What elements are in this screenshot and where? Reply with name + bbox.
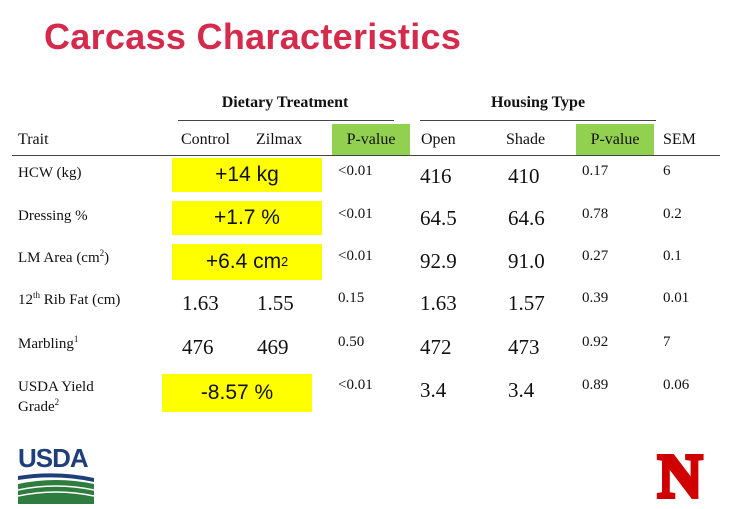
row-rib-fat-trait-text: Rib Fat (cm) bbox=[40, 292, 121, 308]
row-yield-grade-shade: 3.4 bbox=[508, 378, 535, 402]
group-header-housing: Housing Type bbox=[490, 94, 586, 111]
row-rib-fat-shade: 1.57 bbox=[508, 291, 545, 315]
row-marbling-control: 476 bbox=[182, 335, 214, 359]
slide-title: Carcass Characteristics bbox=[44, 16, 462, 57]
group-header-dietary: Dietary Treatment bbox=[221, 94, 349, 111]
column-header-open: Open bbox=[421, 131, 456, 148]
row-rib-fat-open: 1.63 bbox=[420, 291, 457, 315]
nebraska-n-outline: N bbox=[658, 448, 703, 502]
row-hcw-housing-pvalue: 0.17 bbox=[582, 163, 609, 179]
row-lm-area-housing-pvalue: 0.27 bbox=[582, 248, 609, 264]
row-yield-grade-trait-line2: Grade bbox=[18, 399, 55, 415]
row-lm-area-open: 92.9 bbox=[420, 249, 457, 273]
row-yield-grade-housing-pvalue: 0.89 bbox=[582, 377, 609, 393]
group-underline-housing bbox=[420, 120, 656, 121]
row-marbling-diet-pvalue: 0.50 bbox=[338, 334, 365, 350]
row-hcw-sem: 6 bbox=[663, 163, 671, 179]
row-rib-fat-zilmax: 1.55 bbox=[257, 291, 294, 315]
row-dressing-trait: Dressing % bbox=[18, 208, 88, 224]
column-header-sem: SEM bbox=[663, 131, 696, 148]
row-dressing-sem: 0.2 bbox=[663, 206, 682, 222]
usda-logo: USDA bbox=[17, 443, 95, 504]
row-lm-area-trait-close: ) bbox=[104, 250, 110, 266]
row-lm-area-sem: 0.1 bbox=[663, 248, 682, 264]
row-lm-area-diet-difference-text: +6.4 cm bbox=[205, 250, 282, 273]
usda-logo-fields-icon bbox=[17, 473, 95, 504]
row-lm-area-trait-sup: 2 bbox=[99, 248, 105, 258]
column-header-trait: Trait bbox=[18, 131, 49, 148]
row-dressing-open: 64.5 bbox=[420, 206, 457, 230]
row-dressing-housing-pvalue: 0.78 bbox=[582, 206, 609, 222]
row-yield-grade-open: 3.4 bbox=[420, 378, 447, 402]
row-lm-area-trait-text: LM Area (cm bbox=[18, 250, 100, 266]
nebraska-n-letter: N bbox=[658, 448, 703, 502]
row-hcw-diet-difference: +14 kg bbox=[172, 158, 322, 192]
header-divider bbox=[12, 155, 720, 156]
row-marbling-sem: 7 bbox=[663, 334, 671, 350]
row-dressing-diet-difference-text: +1.7 % bbox=[214, 206, 280, 229]
nebraska-n-logo: N N bbox=[656, 448, 705, 502]
row-lm-area-trait: LM Area (cm2) bbox=[18, 248, 109, 268]
row-rib-fat-trait: 12th Rib Fat (cm) bbox=[18, 290, 120, 310]
row-dressing-diet-difference: +1.7 % bbox=[172, 201, 322, 235]
row-yield-grade-trait-sup: 2 bbox=[54, 397, 60, 407]
row-lm-area-diet-pvalue: <0.01 bbox=[338, 248, 373, 264]
column-header-zilmax: Zilmax bbox=[256, 131, 303, 148]
row-yield-grade-diet-pvalue: <0.01 bbox=[338, 377, 373, 393]
row-rib-fat-sem: 0.01 bbox=[663, 290, 690, 306]
row-yield-grade-trait: USDA Yield Grade2 bbox=[18, 377, 94, 417]
row-dressing-shade: 64.6 bbox=[508, 206, 545, 230]
row-hcw-diet-pvalue: <0.01 bbox=[338, 163, 373, 179]
row-marbling-zilmax: 469 bbox=[257, 335, 289, 359]
row-hcw-open: 416 bbox=[420, 164, 452, 188]
row-marbling-open: 472 bbox=[420, 335, 452, 359]
row-marbling-trait: Marbling1 bbox=[18, 334, 78, 354]
pvalue-diet-label: P-value bbox=[346, 130, 396, 148]
row-marbling-trait-sup: 1 bbox=[73, 334, 79, 344]
row-marbling-trait-text: Marbling bbox=[18, 336, 74, 352]
column-header-pvalue-housing: P-value bbox=[576, 124, 654, 155]
row-yield-grade-trait-line1: USDA Yield bbox=[18, 379, 94, 395]
group-underline-dietary bbox=[178, 120, 394, 121]
row-yield-grade-sem: 0.06 bbox=[663, 377, 690, 393]
row-rib-fat-housing-pvalue: 0.39 bbox=[582, 290, 609, 306]
row-rib-fat-control: 1.63 bbox=[182, 291, 219, 315]
row-rib-fat-trait-number: 12 bbox=[18, 292, 33, 308]
row-rib-fat-trait-sup: th bbox=[33, 290, 41, 300]
row-hcw-trait: HCW (kg) bbox=[18, 165, 82, 181]
row-hcw-shade: 410 bbox=[508, 164, 540, 188]
row-yield-grade-diet-difference: -8.57 % bbox=[162, 374, 312, 412]
column-header-shade: Shade bbox=[506, 131, 546, 148]
row-lm-area-shade: 91.0 bbox=[508, 249, 545, 273]
row-hcw-diet-difference-text: +14 kg bbox=[215, 163, 279, 186]
column-header-pvalue-diet: P-value bbox=[332, 124, 410, 155]
row-lm-area-diet-difference: +6.4 cm 2 bbox=[172, 244, 322, 280]
column-header-control: Control bbox=[181, 131, 230, 148]
row-marbling-shade: 473 bbox=[508, 335, 540, 359]
row-yield-grade-diet-difference-text: -8.57 % bbox=[200, 381, 274, 404]
row-marbling-housing-pvalue: 0.92 bbox=[582, 334, 609, 350]
usda-logo-text: USDA bbox=[18, 443, 89, 473]
pvalue-housing-label: P-value bbox=[590, 130, 640, 148]
row-dressing-diet-pvalue: <0.01 bbox=[338, 206, 373, 222]
row-rib-fat-diet-pvalue: 0.15 bbox=[338, 290, 365, 306]
